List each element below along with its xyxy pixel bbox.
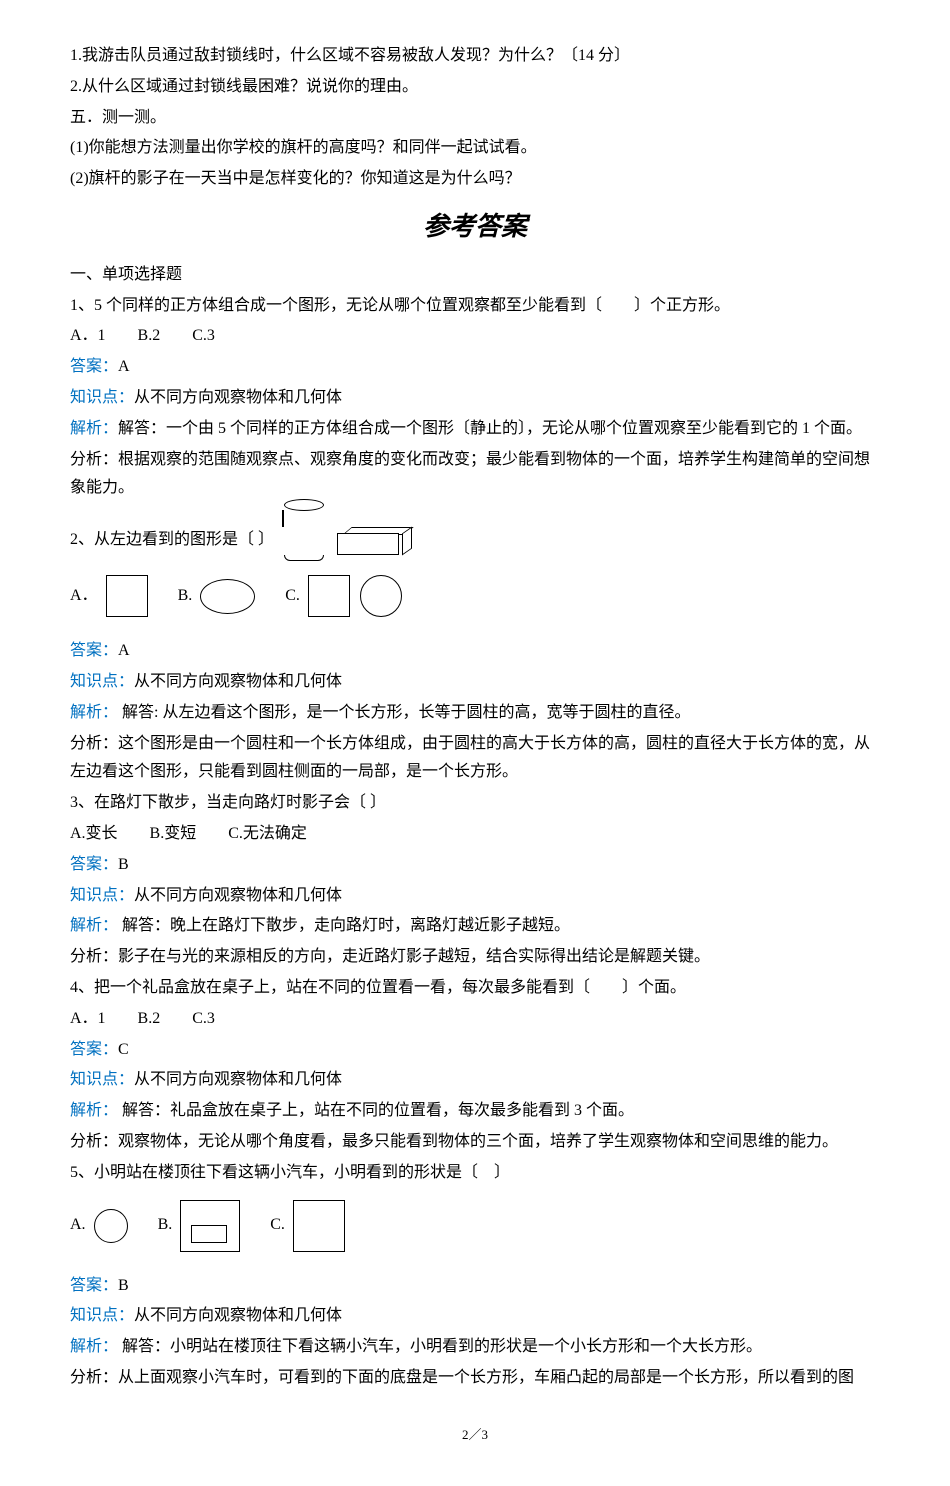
q4-analysis-1: 解析： 解答：礼品盒放在桌子上，站在不同的位置看，每次最多能看到 3 个面。: [70, 1097, 880, 1126]
q3-answer: 答案：B: [70, 851, 880, 880]
q1-stem: 1、5 个同样的正方体组合成一个图形，无论从哪个位置观察都至少能看到〔 〕个正方…: [70, 292, 880, 321]
q2-answer: 答案：A: [70, 637, 880, 666]
q2-analysis-text-1: 解答: 从左边看这个图形，是一个长方形，长等于圆柱的高，宽等于圆柱的直径。: [122, 704, 690, 721]
q2-opt-b-label: B.: [178, 582, 193, 611]
circle-shape-icon: [360, 575, 402, 617]
q5-options-row: A. B. C.: [70, 1200, 880, 1252]
q4-analysis-text-1: 解答：礼品盒放在桌子上，站在不同的位置看，每次最多能看到 3 个面。: [122, 1102, 634, 1119]
q5-opt-b-label: B.: [158, 1211, 173, 1240]
answers-title: 参考答案: [70, 204, 880, 251]
knowledge-label: 知识点：: [70, 1307, 134, 1324]
q4-stem: 4、把一个礼品盒放在桌子上，站在不同的位置看一看，每次最多能看到〔 〕个面。: [70, 974, 880, 1003]
q1-answer-value: A: [118, 358, 130, 375]
cylinder-icon: [282, 505, 322, 555]
answer-label: 答案：: [70, 1041, 118, 1058]
circle-small-icon: [94, 1209, 128, 1243]
car-top-view-icon: [180, 1200, 240, 1252]
intro-q1: 1.我游击队员通过敌封锁线时，什么区域不容易被敌人发现？为什么？〔14 分〕: [70, 42, 880, 71]
q5-answer: 答案：B: [70, 1272, 880, 1301]
q2-knowledge: 知识点：从不同方向观察物体和几何体: [70, 668, 880, 697]
q2-options-row: A． B. C.: [70, 575, 880, 617]
answer-label: 答案：: [70, 358, 118, 375]
knowledge-label: 知识点：: [70, 1071, 134, 1088]
q3-analysis-2: 分析：影子在与光的来源相反的方向，走近路灯影子越短，结合实际得出结论是解题关键。: [70, 943, 880, 972]
q1-options: A．1 B.2 C.3: [70, 322, 880, 351]
q3-analysis-1: 解析： 解答：晚上在路灯下散步，走向路灯时，离路灯越近影子越短。: [70, 912, 880, 941]
q1-answer: 答案：A: [70, 353, 880, 382]
q3-analysis-text-1: 解答：晚上在路灯下散步，走向路灯时，离路灯越近影子越短。: [122, 917, 570, 934]
page-footer: 2／3: [70, 1423, 880, 1446]
knowledge-label: 知识点：: [70, 887, 134, 904]
answer-label: 答案：: [70, 856, 118, 873]
q5-opt-c-label: C.: [270, 1211, 285, 1240]
q3-answer-value: B: [118, 856, 129, 873]
ellipse-shape-icon: [200, 579, 255, 614]
q1-analysis-prefix: 解答：: [118, 420, 166, 437]
knowledge-label: 知识点：: [70, 389, 134, 406]
car-side-view-icon: [293, 1200, 345, 1252]
q3-knowledge: 知识点：从不同方向观察物体和几何体: [70, 882, 880, 911]
q2-knowledge-value: 从不同方向观察物体和几何体: [134, 673, 342, 690]
q2-stem-row: 2、从左边看到的图形是〔 〕: [70, 505, 880, 555]
q5-opt-a-label: A.: [70, 1211, 86, 1240]
square-shape-icon: [106, 575, 148, 617]
analysis-label: 解析：: [70, 1102, 118, 1119]
q2-answer-value: A: [118, 642, 130, 659]
q2-opt-c-label: C.: [285, 582, 300, 611]
analysis-label: 解析：: [70, 1338, 118, 1355]
section-1-heading: 一、单项选择题: [70, 261, 880, 290]
square-shape-icon-2: [308, 575, 350, 617]
q3-options: A.变长 B.变短 C.无法确定: [70, 820, 880, 849]
knowledge-label: 知识点：: [70, 673, 134, 690]
q5-analysis-1: 解析： 解答：小明站在楼顶往下看这辆小汽车，小明看到的形状是一个小长方形和一个大…: [70, 1333, 880, 1362]
analysis-label: 解析：: [70, 704, 118, 721]
q1-knowledge: 知识点：从不同方向观察物体和几何体: [70, 384, 880, 413]
q4-answer: 答案：C: [70, 1036, 880, 1065]
q1-analysis-2: 分析：根据观察的范围随观察点、观察角度的变化而改变；最少能看到物体的一个面，培养…: [70, 446, 880, 504]
q4-answer-value: C: [118, 1041, 129, 1058]
q2-opt-a-label: A．: [70, 582, 98, 611]
q4-knowledge: 知识点：从不同方向观察物体和几何体: [70, 1066, 880, 1095]
q5-answer-value: B: [118, 1277, 129, 1294]
q5-stem: 5、小明站在楼顶往下看这辆小汽车，小明看到的形状是〔 〕: [70, 1159, 880, 1188]
section-5-q2: (2)旗杆的影子在一天当中是怎样变化的？你知道这是为什么吗？: [70, 165, 880, 194]
analysis-label: 解析：: [70, 420, 118, 437]
q1-knowledge-value: 从不同方向观察物体和几何体: [134, 389, 342, 406]
q3-stem: 3、在路灯下散步，当走向路灯时影子会〔 〕: [70, 789, 880, 818]
answer-label: 答案：: [70, 642, 118, 659]
section-5-heading: 五．测一测。: [70, 104, 880, 133]
q3-knowledge-value: 从不同方向观察物体和几何体: [134, 887, 342, 904]
cuboid-icon: [337, 527, 412, 555]
q2-analysis-2: 分析：这个图形是由一个圆柱和一个长方体组成，由于圆柱的高大于长方体的高，圆柱的直…: [70, 730, 880, 788]
q2-analysis-1: 解析： 解答: 从左边看这个图形，是一个长方形，长等于圆柱的高，宽等于圆柱的直径…: [70, 699, 880, 728]
q1-analysis-text-1: 一个由 5 个同样的正方体组合成一个图形〔静止的〕，无论从哪个位置观察至少能看到…: [166, 420, 862, 437]
q2-stem: 2、从左边看到的图形是〔 〕: [70, 526, 274, 555]
q1-analysis-1: 解析：解答：一个由 5 个同样的正方体组合成一个图形〔静止的〕，无论从哪个位置观…: [70, 415, 880, 444]
q4-knowledge-value: 从不同方向观察物体和几何体: [134, 1071, 342, 1088]
q5-analysis-text-1: 解答：小明站在楼顶往下看这辆小汽车，小明看到的形状是一个小长方形和一个大长方形。: [122, 1338, 762, 1355]
q5-knowledge-value: 从不同方向观察物体和几何体: [134, 1307, 342, 1324]
q5-analysis-2: 分析：从上面观察小汽车时，可看到的下面的底盘是一个长方形，车厢凸起的局部是一个长…: [70, 1364, 880, 1393]
q4-analysis-2: 分析：观察物体，无论从哪个角度看，最多只能看到物体的三个面，培养了学生观察物体和…: [70, 1128, 880, 1157]
analysis-label: 解析：: [70, 917, 118, 934]
q5-knowledge: 知识点：从不同方向观察物体和几何体: [70, 1302, 880, 1331]
intro-q2: 2.从什么区域通过封锁线最困难？说说你的理由。: [70, 73, 880, 102]
answer-label: 答案：: [70, 1277, 118, 1294]
q4-options: A．1 B.2 C.3: [70, 1005, 880, 1034]
section-5-q1: (1)你能想方法测量出你学校的旗杆的高度吗？和同伴一起试试看。: [70, 134, 880, 163]
